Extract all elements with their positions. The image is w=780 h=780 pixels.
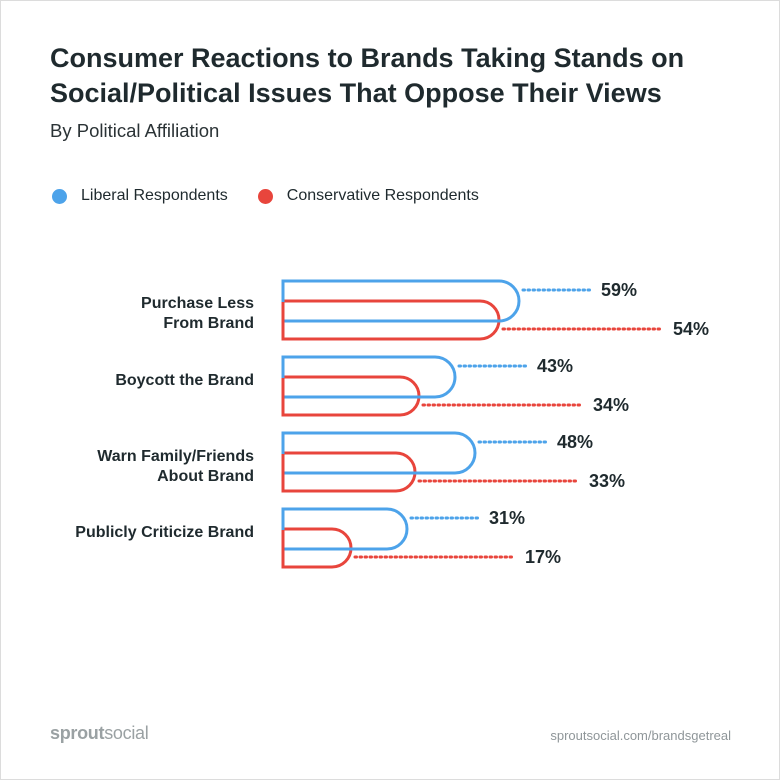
value-label-liberal: 59% [601, 280, 637, 300]
bar-liberal [283, 355, 457, 399]
category-label-line: From Brand [163, 315, 254, 332]
source-url: sproutsocial.com/brandsgetreal [550, 728, 731, 743]
category-label-line: Boycott the Brand [115, 372, 254, 389]
legend-dot-liberal-icon [52, 188, 67, 204]
chart-title: Consumer Reactions to Brands Taking Stan… [50, 41, 750, 111]
category-label-line: Purchase Less [141, 295, 254, 312]
chart-subtitle: By Political Affiliation [50, 120, 220, 141]
bar-liberal [283, 279, 521, 323]
value-label-liberal: 31% [489, 508, 525, 528]
category-label-boycott: Boycott the Brand [14, 371, 254, 391]
chart-title-line2: Social/Political Issues That Oppose Thei… [50, 78, 662, 108]
value-label-liberal: 48% [557, 432, 593, 452]
category-label-line: Warn Family/Friends [97, 448, 254, 465]
category-label-warn-family: Warn Family/Friends About Brand [14, 447, 254, 487]
logo-text-sprout: sprout [50, 723, 105, 743]
chart-title-line1: Consumer Reactions to Brands Taking Stan… [50, 43, 685, 73]
bar-liberal [283, 431, 477, 475]
category-label-line: Publicly Criticize Brand [75, 524, 254, 541]
sprout-social-logo: sproutsocial [50, 723, 149, 744]
category-label-publicly-criticize: Publicly Criticize Brand [14, 523, 254, 543]
legend-dot-conservative-icon [257, 188, 273, 204]
value-label-conservative: 34% [593, 395, 629, 415]
bar-liberal [283, 507, 409, 551]
legend: Liberal Respondents Conservative Respond… [52, 187, 509, 205]
legend-label-liberal: Liberal Respondents [81, 187, 228, 204]
logo-text-social: social [104, 723, 149, 743]
value-label-conservative: 54% [673, 319, 709, 339]
legend-item-liberal: Liberal Respondents [52, 187, 228, 205]
category-label-line: About Brand [157, 468, 254, 485]
legend-label-conservative: Conservative Respondents [286, 187, 479, 204]
value-label-liberal: 43% [537, 356, 573, 376]
category-label-purchase-less: Purchase Less From Brand [14, 294, 254, 334]
legend-item-conservative: Conservative Respondents [257, 187, 479, 205]
value-label-conservative: 33% [589, 471, 625, 491]
value-label-conservative: 17% [525, 547, 561, 567]
